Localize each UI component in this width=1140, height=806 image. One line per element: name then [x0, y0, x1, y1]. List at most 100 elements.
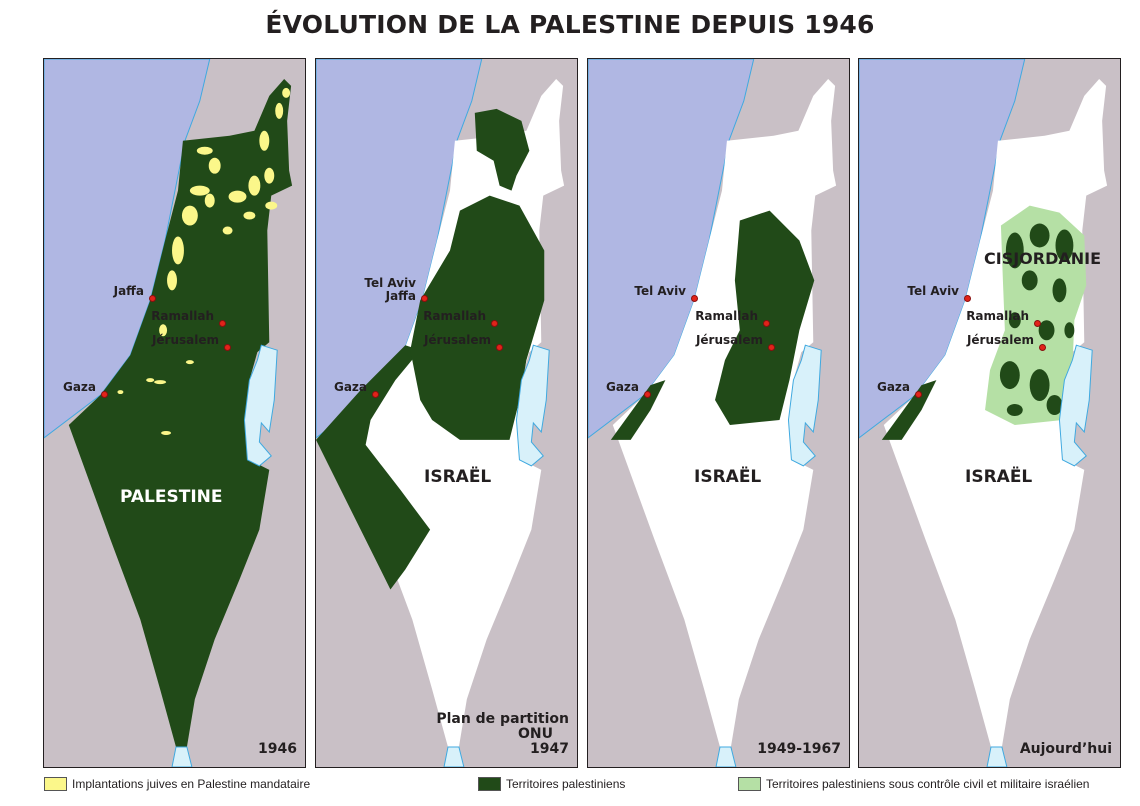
city-label: Gaza: [876, 380, 910, 394]
year-label: Aujourd’hui: [1019, 741, 1112, 757]
settlement-area: [275, 102, 284, 119]
city-dot: [101, 391, 108, 398]
map-svg: [859, 59, 1108, 767]
palestinian-enclave: [1052, 278, 1067, 303]
settlement-area: [228, 190, 247, 203]
palestinian-enclave: [1064, 322, 1075, 339]
region-label-cisjordanie: CISJORDANIE: [984, 249, 1102, 268]
city-label: Ramallah: [966, 309, 1029, 323]
settlement-area: [172, 236, 184, 265]
settlement-area: [264, 167, 275, 184]
palestinian-enclave: [1046, 395, 1063, 415]
legend-swatch: [44, 777, 67, 791]
dead-sea: [787, 344, 822, 467]
city-dot: [219, 320, 226, 327]
year-label: 1949-1967: [757, 741, 841, 757]
legend-item-settlements: Implantations juives en Palestine mandat…: [44, 777, 310, 791]
year-line: ONU: [518, 726, 553, 742]
year-line: 1947: [530, 741, 569, 757]
palestinian-enclave: [1029, 223, 1050, 248]
city-label: Jérusalem: [695, 333, 763, 347]
legend-item-occupied: Territoires palestiniens sous contrôle c…: [738, 777, 1089, 791]
city-label: Gaza: [333, 380, 367, 394]
city-label: Ramallah: [695, 309, 758, 323]
gulf-of-aqaba: [986, 746, 1008, 767]
palestinian-enclave: [1038, 320, 1055, 341]
palestinian-territory: [474, 108, 530, 191]
map-panel-today: ISRAËL CISJORDANIE Aujourd’hui Tel Aviv R…: [858, 58, 1121, 768]
city-label: Jérusalem: [151, 333, 219, 347]
palestinian-territory: [881, 380, 937, 440]
settlement-area: [208, 157, 221, 174]
settlement-area: [265, 201, 278, 210]
settlement-area: [222, 226, 233, 235]
settlement-area: [161, 430, 172, 435]
palestinian-enclave: [1008, 312, 1021, 329]
city-label: Gaza: [62, 380, 96, 394]
settlement-area: [248, 175, 261, 196]
land-area: [68, 78, 293, 748]
region-label-palestine: PALESTINE: [120, 487, 223, 507]
city-dot: [421, 295, 428, 302]
dead-sea: [243, 344, 278, 467]
city-dot: [1039, 344, 1046, 351]
city-label: Ramallah: [423, 309, 486, 323]
city-label: Tel Aviv: [907, 284, 959, 298]
settlement-area: [189, 185, 210, 196]
city-dot: [768, 344, 775, 351]
settlement-area: [181, 205, 198, 226]
palestinian-enclave: [1055, 229, 1074, 262]
settlement-area: [204, 193, 215, 208]
palestinian-enclave: [1029, 369, 1050, 402]
city-label: Tel Aviv: [364, 276, 416, 290]
map-panel-1946: PALESTINE 1946 Jaffa Ramallah Jérusalem Gaz…: [43, 58, 306, 768]
settlement-area: [185, 360, 194, 365]
legend-item-palestinian: Territoires palestiniens: [478, 777, 625, 791]
map-svg: [44, 59, 293, 767]
palestinian-enclave: [1005, 232, 1024, 269]
settlement-area: [282, 87, 291, 98]
settlement-area: [167, 270, 177, 291]
palestinian-territory: [316, 345, 431, 590]
city-label: Gaza: [605, 380, 639, 394]
settlement-area: [159, 324, 168, 337]
palestinian-enclave: [1006, 404, 1023, 416]
palestinian-territory: [610, 380, 666, 440]
palestinian-enclave: [999, 361, 1020, 390]
legend-swatch: [478, 777, 501, 791]
city-dot: [149, 295, 156, 302]
settlement-area: [243, 211, 256, 220]
city-label: Jérusalem: [423, 333, 491, 347]
map-svg: [316, 59, 565, 767]
region-label-israel: ISRAËL: [424, 467, 492, 487]
dead-sea: [1058, 344, 1093, 467]
city-dot: [1034, 320, 1041, 327]
region-label-israel: ISRAËL: [694, 467, 762, 487]
city-dot: [763, 320, 770, 327]
legend-label: Implantations juives en Palestine mandat…: [72, 777, 311, 791]
settlement-area: [196, 146, 213, 155]
palestinian-enclave: [1021, 270, 1038, 291]
dead-sea: [515, 344, 550, 467]
city-label: Jérusalem: [966, 333, 1034, 347]
settlement-area: [154, 380, 167, 385]
city-dot: [496, 344, 503, 351]
map-panel-1947: ISRAËL Plan de partition ONU 1947 Tel Av…: [315, 58, 578, 768]
year-label: 1946: [258, 741, 297, 757]
settlement-area: [259, 130, 270, 151]
city-dot: [224, 344, 231, 351]
city-dot: [372, 391, 379, 398]
city-label: Tel Aviv: [634, 284, 686, 298]
city-dot: [964, 295, 971, 302]
map-svg: [588, 59, 837, 767]
year-label: Plan de partition ONU 1947: [436, 712, 569, 757]
gulf-of-aqaba: [171, 746, 193, 767]
settlement-area: [146, 378, 155, 383]
city-dot: [915, 391, 922, 398]
palestinian-territory: [715, 210, 815, 425]
year-line: Plan de partition: [436, 711, 569, 727]
city-label: Jaffa: [385, 289, 416, 303]
city-dot: [491, 320, 498, 327]
city-label: Ramallah: [151, 309, 214, 323]
map-title: ÉVOLUTION DE LA PALESTINE DEPUIS 1946: [265, 10, 875, 39]
